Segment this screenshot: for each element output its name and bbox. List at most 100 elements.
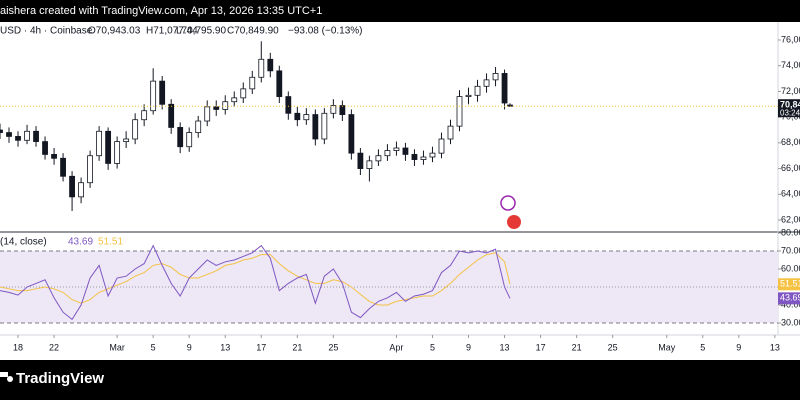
y-tick-label: 66,000.00 [781, 163, 800, 173]
price-label-box [778, 99, 800, 118]
x-tick-label: 25 [608, 342, 618, 352]
y-tick-label: 64,000.00 [781, 189, 800, 199]
candle-body [51, 154, 57, 159]
y-tick-label: 74,000.00 [781, 60, 800, 70]
x-tick-label: 17 [256, 342, 266, 352]
candle-body [87, 155, 93, 184]
candle-body [474, 85, 481, 96]
candle-body [348, 114, 355, 154]
footer [0, 360, 800, 400]
logo-mark [0, 372, 8, 377]
candle-body [204, 106, 211, 122]
candle-body [492, 73, 499, 81]
y-tick-label: 60.00 [781, 263, 800, 273]
footer-logo: TradingView [16, 370, 104, 387]
candle-body [483, 79, 490, 87]
y-tick-label: 72,000.00 [781, 86, 800, 96]
value-box [778, 292, 800, 305]
y-tick-label: 76,000.00 [781, 34, 800, 44]
y-tick-label: 40.00 [781, 299, 800, 309]
candle-body [132, 119, 139, 140]
symbol: USD · 4h · Coinbase [0, 26, 93, 37]
x-tick-label: 13 [220, 342, 230, 352]
x-tick-label: 9 [466, 342, 471, 352]
candle-body [294, 112, 301, 121]
candle-body [15, 136, 21, 141]
candle-body [105, 130, 112, 164]
series-line [0, 244, 511, 321]
candle-body [42, 141, 48, 155]
ohlc-open: O70,943.03 [88, 26, 141, 37]
x-tick-label: 21 [572, 342, 582, 352]
candle-body [330, 105, 337, 114]
candle-body [285, 96, 292, 114]
x-tick-label: 9 [736, 342, 741, 352]
candle-body [150, 80, 157, 112]
candle-body [366, 160, 373, 169]
price-label: 70,849.90 [780, 100, 800, 110]
legend-value: 51.51 [98, 237, 123, 248]
candle-body [249, 76, 256, 90]
ohlc-close: C70,849.90 [227, 26, 279, 37]
ohlc-high: H71,077.44 [146, 26, 198, 37]
candle-body [375, 155, 382, 162]
candle-body [0, 129, 3, 133]
candle-body [384, 150, 391, 157]
candle-body [357, 152, 364, 169]
y-tick-label: 62,000.00 [781, 214, 800, 224]
series-line [0, 252, 511, 306]
event-icon[interactable] [500, 195, 516, 211]
candle-body [6, 132, 12, 137]
candle-body [267, 58, 274, 72]
candle-body [276, 70, 283, 97]
x-tick-label: 25 [328, 342, 338, 352]
candle-body [240, 88, 247, 99]
x-tick-label: Mar [109, 342, 125, 352]
x-tick-label: 5 [700, 342, 705, 352]
candle-body [141, 110, 148, 121]
legend: (14, close) [0, 237, 47, 248]
candle-body [123, 138, 130, 142]
y-tick-label: 70.00 [781, 245, 800, 255]
x-tick-label: 5 [151, 342, 156, 352]
candle-body [177, 127, 184, 148]
candle-body [222, 101, 229, 110]
x-tick-label: 17 [536, 342, 546, 352]
credit: aishera created with TradingView.com, Ap… [0, 5, 322, 17]
candle-body [258, 58, 265, 78]
value-label: 51.51 [780, 279, 800, 289]
candle-body [456, 96, 463, 127]
countdown: 03:24 [780, 108, 800, 117]
x-tick-label: 5 [430, 342, 435, 352]
candle-body [339, 105, 346, 115]
x-tick-label: Apr [389, 342, 403, 352]
change: −93.08 (−0.13%) [288, 26, 363, 37]
candle-body [33, 130, 39, 142]
x-tick-label: 22 [49, 342, 59, 352]
logo-mark [7, 376, 13, 382]
y-tick-label: 80.00 [781, 227, 800, 237]
x-tick-label: 13 [500, 342, 510, 352]
candle-body [420, 156, 427, 160]
candle-body [321, 112, 328, 140]
legend-value: 43.69 [68, 237, 93, 248]
candle-body [60, 157, 66, 177]
event-icon[interactable] [507, 215, 521, 229]
candle-body [465, 94, 472, 97]
candle-body [159, 80, 166, 105]
candle-body [186, 132, 193, 148]
candle-body [96, 130, 103, 157]
candle-body [501, 73, 508, 104]
candle-body [114, 141, 121, 164]
candle-body [393, 147, 400, 151]
candle-body [312, 114, 319, 140]
candle-body [78, 182, 84, 198]
candle-body [438, 138, 445, 154]
candle-body [447, 125, 454, 140]
x-tick-label: 18 [13, 342, 23, 352]
x-tick-label: 9 [187, 342, 192, 352]
candle-body [507, 104, 513, 107]
x-tick-label: May [658, 342, 676, 352]
y-tick-label: 68,000.00 [781, 137, 800, 147]
